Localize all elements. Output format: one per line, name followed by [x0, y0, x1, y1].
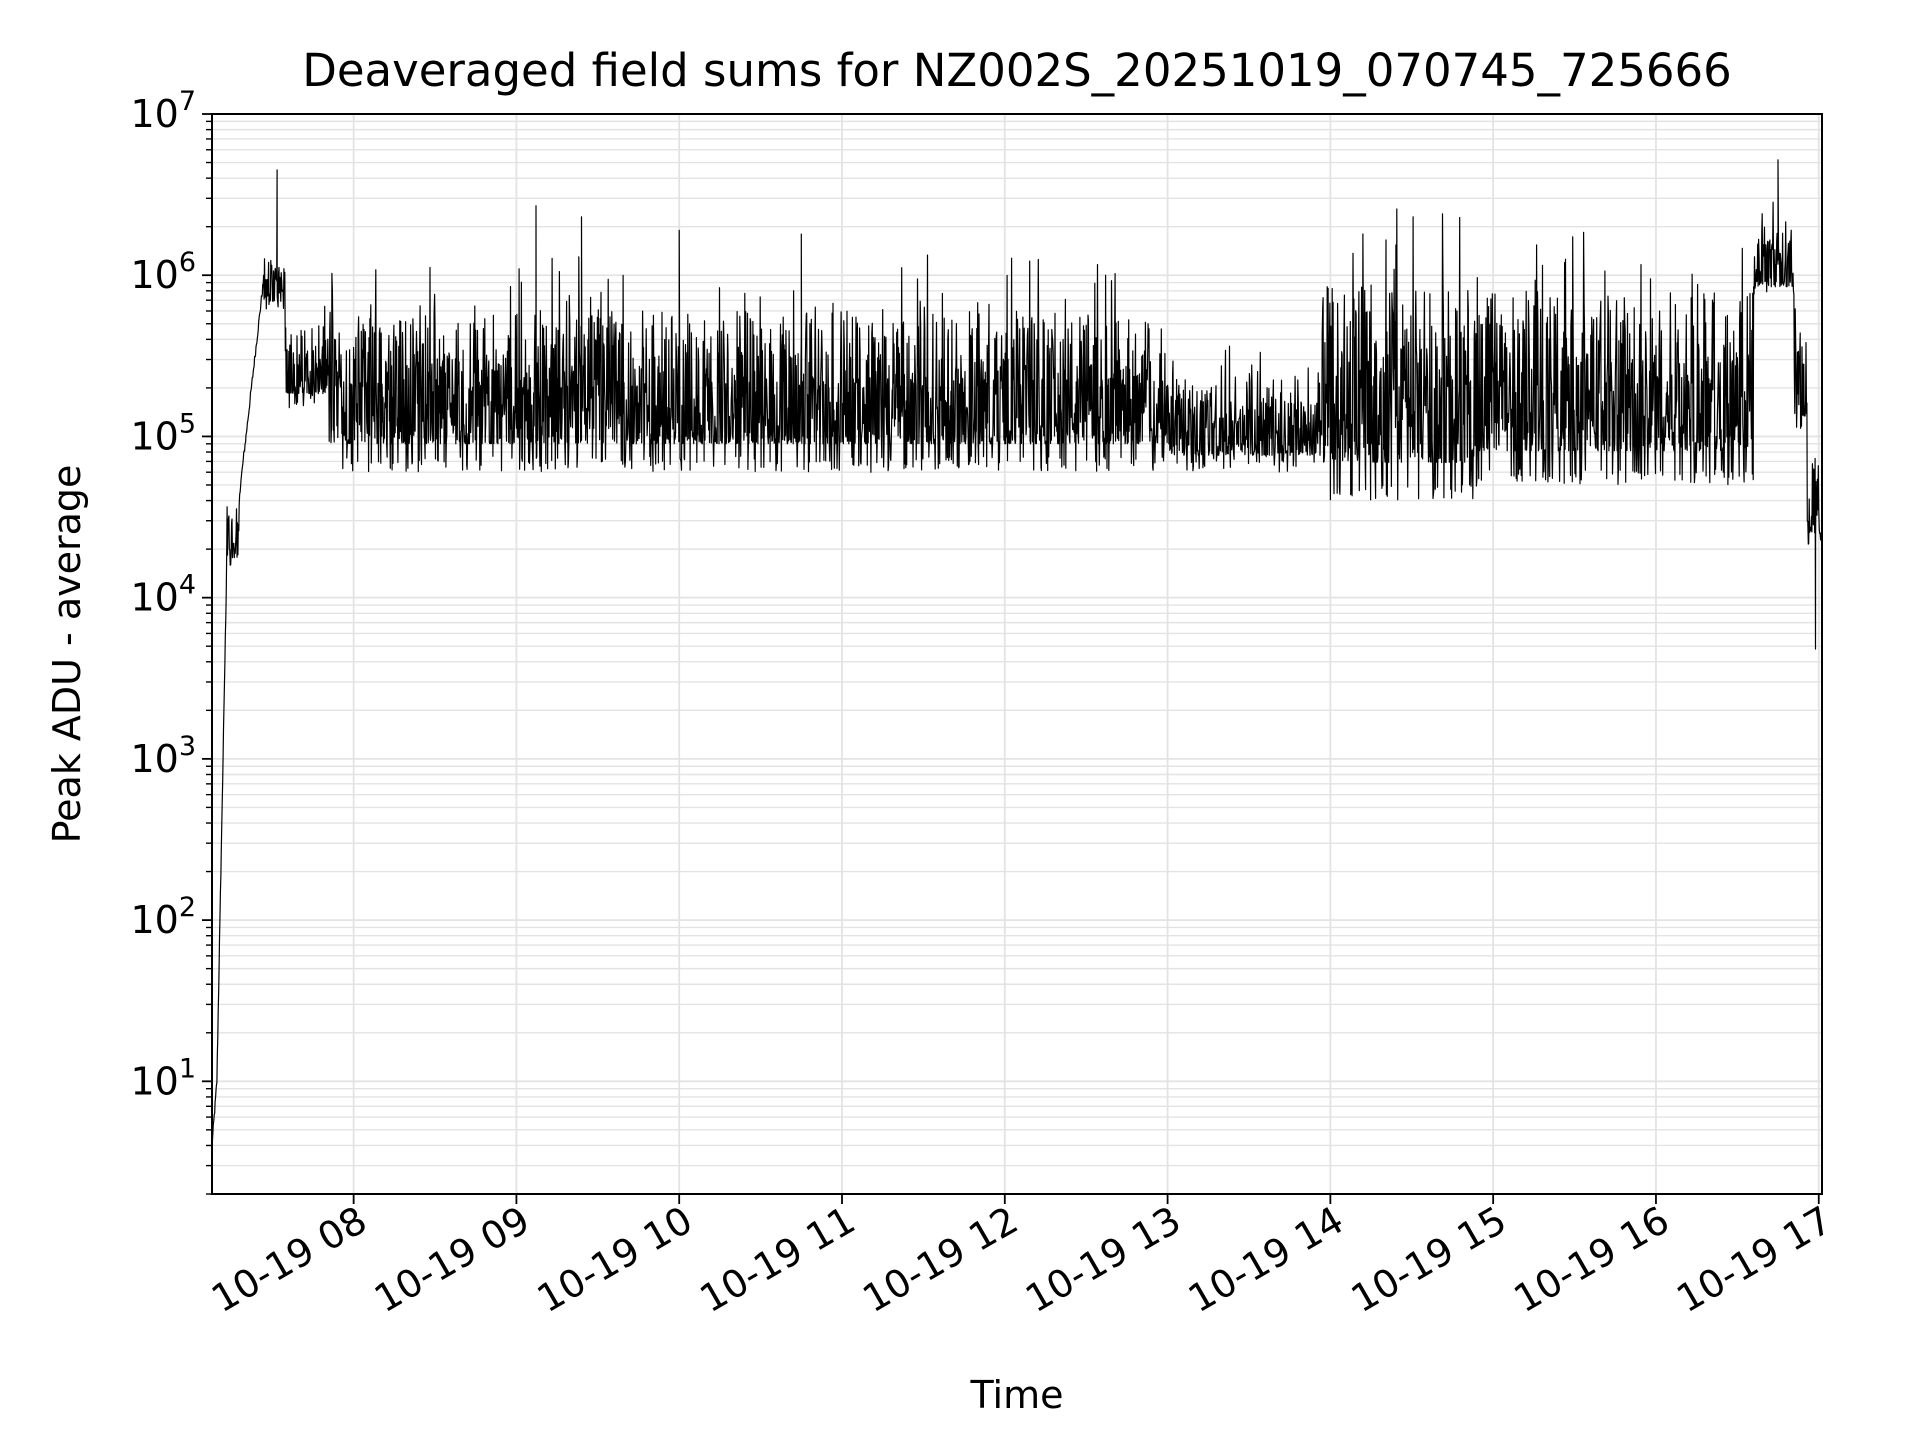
y-tick-exponent: 2: [179, 892, 196, 923]
series-line: [211, 159, 1823, 1145]
y-axis-label: Peak ADU - average: [45, 465, 89, 844]
y-tick-label: 105: [130, 408, 196, 458]
y-tick-exponent: 3: [179, 731, 196, 762]
y-tick-exponent: 6: [179, 247, 196, 278]
y-tick-label: 104: [130, 570, 196, 620]
y-tick-exponent: 7: [179, 86, 196, 117]
y-tick-label: 106: [130, 247, 196, 297]
chart-title: Deaveraged field sums for NZ002S_2025101…: [302, 44, 1732, 97]
y-tick-label: 107: [130, 86, 196, 136]
y-tick-exponent: 4: [179, 570, 196, 601]
y-tick-exponent: 5: [179, 408, 196, 439]
plot-frame: [211, 113, 1823, 1195]
y-tick-label: 103: [130, 731, 196, 781]
y-axis: 101 102 103 104 105 106 107: [130, 86, 212, 1195]
y-tick-label: 101: [130, 1053, 196, 1103]
y-tick-label: 102: [130, 892, 196, 942]
x-axis-label: Time: [970, 1373, 1064, 1417]
y-tick-exponent: 1: [179, 1053, 196, 1084]
